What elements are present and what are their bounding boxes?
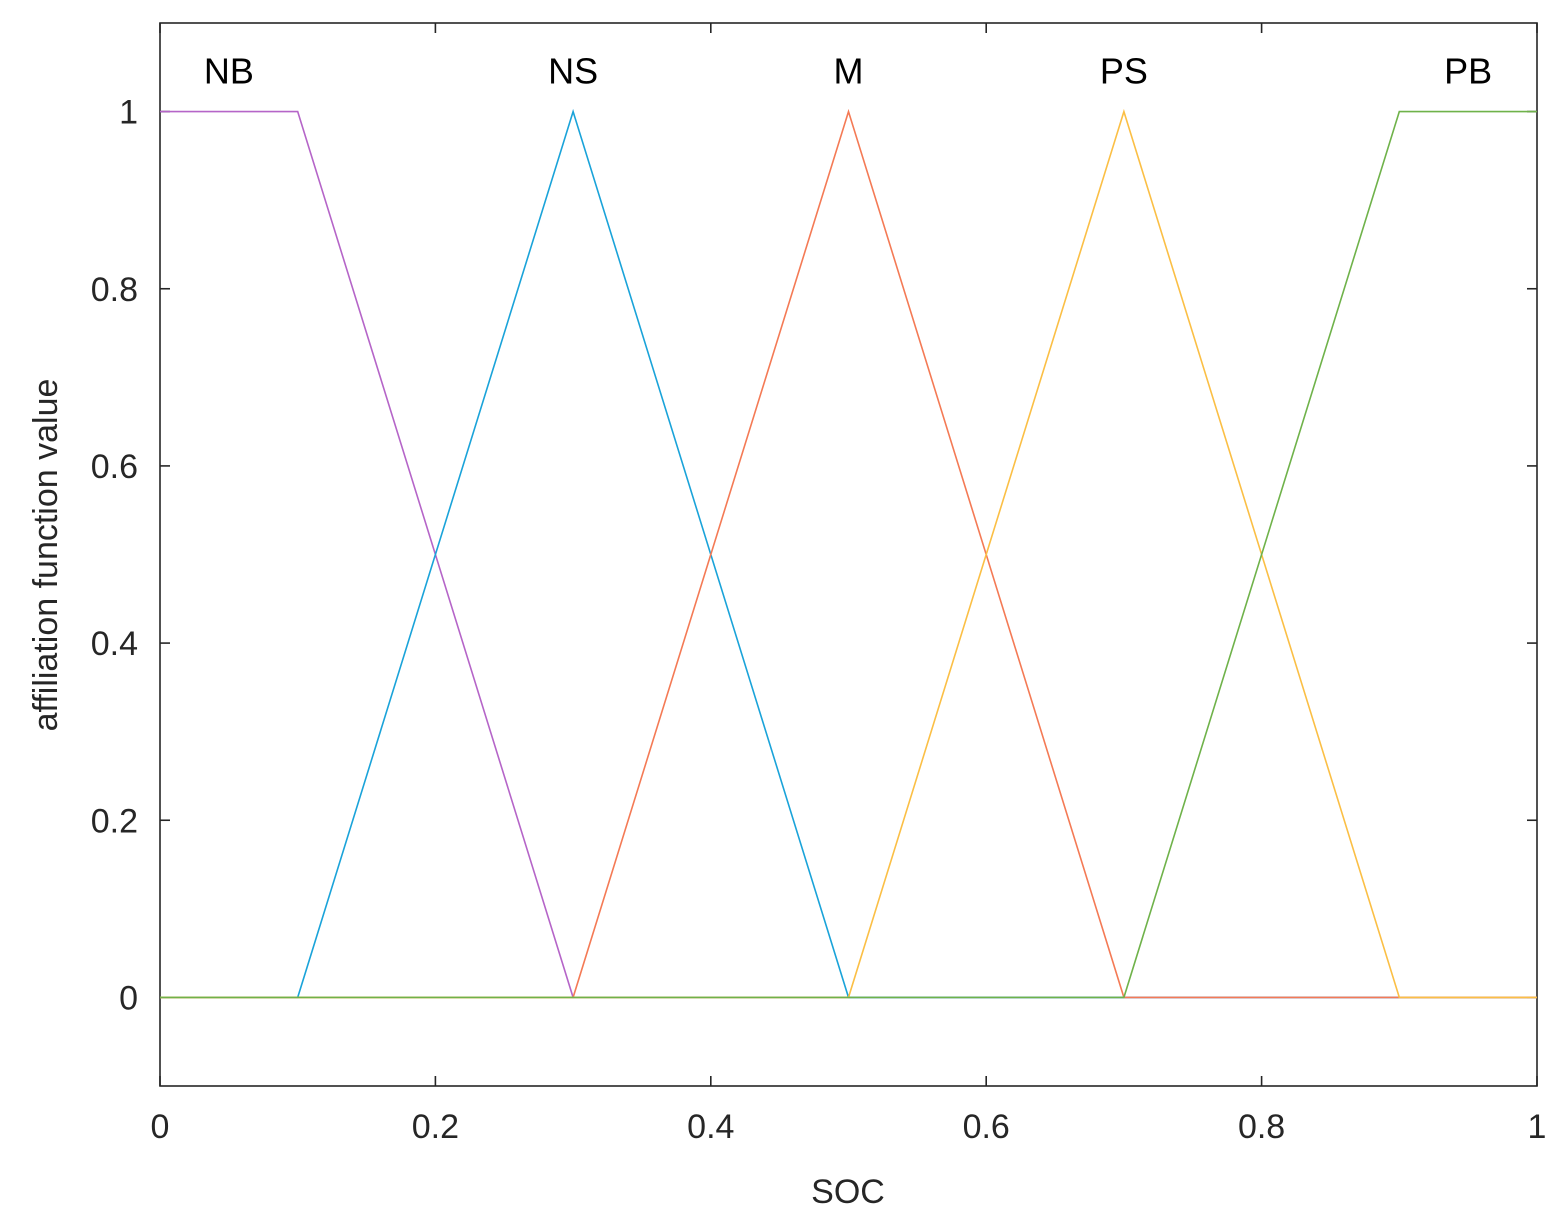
x-tick-label: 0 [151, 1108, 170, 1146]
series-label-pb: PB [1444, 51, 1492, 92]
x-tick-label: 0.4 [687, 1108, 734, 1146]
y-axis-label: affiliation function value [27, 379, 65, 732]
y-tick-label: 0.8 [91, 271, 138, 309]
y-tick-label: 0.6 [91, 448, 138, 486]
series-label-ps: PS [1100, 51, 1148, 92]
series-line-ns [160, 108, 1537, 999]
series-line-ps [160, 108, 1537, 999]
series-group [160, 108, 1537, 999]
y-tick-label: 1 [119, 94, 138, 132]
x-tick-label: 1 [1528, 1108, 1547, 1146]
y-tick-label: 0.2 [91, 802, 138, 840]
y-tick-label: 0.4 [91, 625, 138, 663]
series-label-nb: NB [204, 51, 254, 92]
x-axis-label: SOC [811, 1173, 885, 1211]
y-tick-label: 0 [119, 979, 138, 1017]
series-label-m: M [834, 51, 864, 92]
series-line-pb [160, 110, 1537, 999]
series-label-ns: NS [548, 51, 598, 92]
x-tick-label: 0.8 [1238, 1108, 1285, 1146]
x-tick-label: 0.2 [412, 1108, 459, 1146]
axis-ticks: 0 0.2 0.4 0.6 0.8 1 0 0.2 0.4 0.6 0.8 1 [91, 23, 1547, 1146]
series-line-nb [160, 110, 1537, 999]
x-tick-label: 0.6 [963, 1108, 1010, 1146]
series-labels: NB NS M PS PB [204, 51, 1492, 92]
plot-frame [159, 22, 1538, 1087]
series-line-m [160, 108, 1537, 999]
